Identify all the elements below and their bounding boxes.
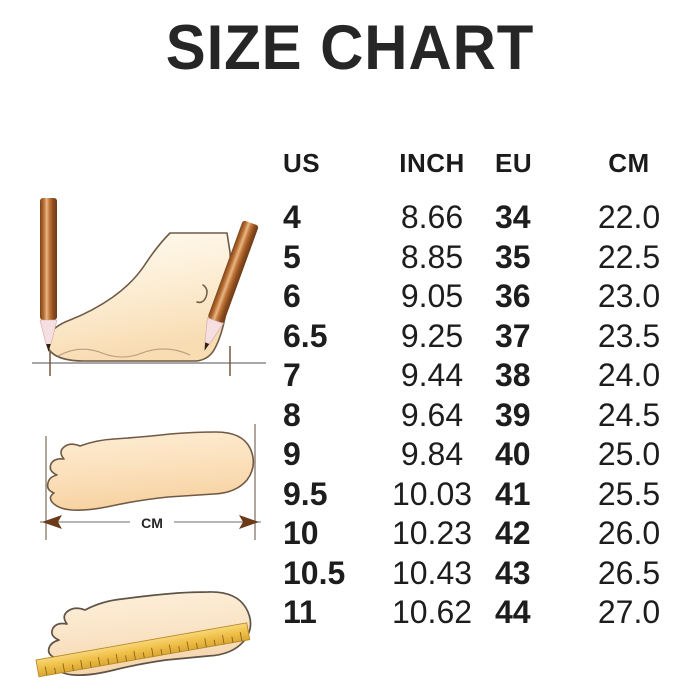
pencil-toe <box>39 198 58 352</box>
size-cell-inch: 9.84 <box>400 436 464 472</box>
table-row: 8 9.64 39 24.5 <box>283 396 683 436</box>
table-row: 4 8.66 34 22.0 <box>283 198 683 238</box>
size-cell-eu: 44 <box>495 594 531 630</box>
size-cell-us: 5 <box>283 238 301 275</box>
column-header-us: US <box>283 148 321 178</box>
size-cell-inch: 9.05 <box>400 278 464 314</box>
table-row: 9 9.84 40 25.0 <box>283 435 683 475</box>
size-cell-inch: 9.44 <box>400 357 464 393</box>
illustration-column: CM <box>18 190 280 690</box>
size-cell-eu: 37 <box>495 317 531 354</box>
measurement-baseline <box>32 346 266 376</box>
size-cell-eu: 40 <box>495 436 531 472</box>
foot-sole-with-cm-dimension: CM <box>18 418 280 548</box>
size-cell-cm: 25.0 <box>597 436 661 472</box>
size-cell-cm: 27.0 <box>597 594 661 630</box>
size-cell-cm: 23.0 <box>597 278 661 314</box>
size-cell-inch: 8.66 <box>400 199 464 235</box>
table-row: 5 8.85 35 22.5 <box>283 238 683 278</box>
size-cell-cm: 24.0 <box>597 357 661 393</box>
size-cell-eu: 36 <box>495 278 531 314</box>
size-cell-cm: 23.5 <box>597 317 661 354</box>
foot-sole-with-measuring-tape <box>18 582 280 690</box>
size-chart-table: US INCH EU CM 4 8.66 34 22.0 5 8.85 35 22.5 6 9.0… <box>283 140 683 633</box>
size-cell-eu: 34 <box>495 199 531 235</box>
table-row: 10 10.23 42 26.0 <box>283 514 683 554</box>
size-cell-eu: 38 <box>495 357 531 393</box>
size-cell-eu: 35 <box>495 238 531 275</box>
size-cell-inch: 10.23 <box>391 515 473 551</box>
size-cell-cm: 26.0 <box>597 515 661 551</box>
size-cell-inch: 8.85 <box>400 238 464 275</box>
size-cell-us: 9.5 <box>283 475 328 512</box>
size-cell-inch: 10.43 <box>391 554 473 591</box>
table-row: 6 9.05 36 23.0 <box>283 277 683 317</box>
size-cell-us: 6 <box>283 278 301 314</box>
size-cell-eu: 39 <box>495 396 531 433</box>
column-header-cm: CM <box>608 148 650 178</box>
size-cell-inch: 9.25 <box>400 317 464 354</box>
size-cell-inch: 9.64 <box>400 396 464 433</box>
size-cell-us: 10 <box>283 515 319 551</box>
size-cell-us: 9 <box>283 436 301 472</box>
table-row: 7 9.44 38 24.0 <box>283 356 683 396</box>
sole-outline <box>46 431 255 511</box>
table-body: 4 8.66 34 22.0 5 8.85 35 22.5 6 9.05 36 23.0 6.5 9.25… <box>283 198 683 633</box>
size-cell-us: 6.5 <box>283 317 328 354</box>
table-row: 9.5 10.03 41 25.5 <box>283 475 683 515</box>
size-cell-eu: 43 <box>495 554 531 591</box>
column-header-eu: EU <box>495 148 533 178</box>
table-header-row: US INCH EU CM <box>283 140 683 198</box>
cm-dimension-label: CM <box>141 515 163 531</box>
ankle-mark <box>196 284 208 304</box>
table-row: 10.5 10.43 43 26.5 <box>283 554 683 594</box>
size-cell-us: 10.5 <box>283 554 346 591</box>
size-cell-inch: 10.03 <box>391 475 473 512</box>
foot-side-view-with-pencils <box>18 190 280 385</box>
size-cell-us: 8 <box>283 396 301 433</box>
size-cell-cm: 25.5 <box>597 475 661 512</box>
table-row: 11 10.62 44 27.0 <box>283 593 683 633</box>
page-title: SIZE CHART <box>165 13 535 83</box>
size-cell-us: 4 <box>283 199 301 235</box>
column-header-inch: INCH <box>399 148 465 178</box>
size-cell-us: 7 <box>283 357 301 393</box>
measuring-tape <box>35 622 251 678</box>
foot-silhouette <box>45 232 232 362</box>
size-cell-us: 11 <box>283 594 317 630</box>
size-cell-eu: 41 <box>495 475 531 512</box>
size-cell-cm: 22.5 <box>597 238 661 275</box>
size-cell-cm: 26.5 <box>597 554 661 591</box>
size-cell-inch: 10.62 <box>391 594 473 630</box>
size-cell-eu: 42 <box>495 515 531 551</box>
size-cell-cm: 24.5 <box>597 396 661 433</box>
table-row: 6.5 9.25 37 23.5 <box>283 317 683 357</box>
size-cell-cm: 22.0 <box>597 199 661 235</box>
pencil-heel <box>204 220 259 351</box>
